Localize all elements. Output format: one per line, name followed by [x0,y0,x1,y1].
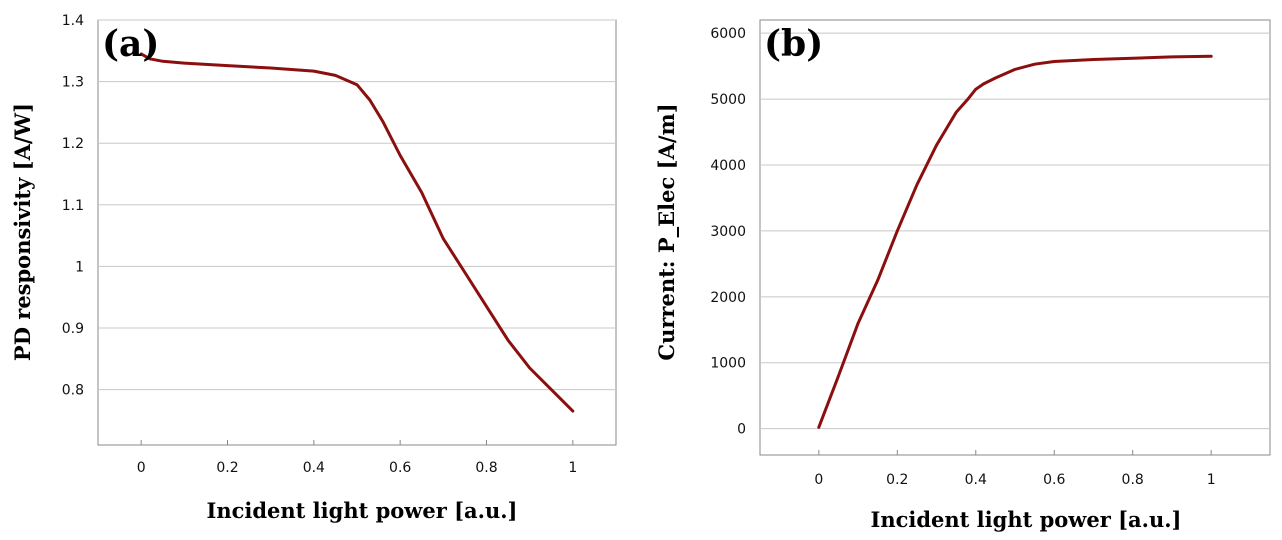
y-tick-label-a-4: 1.2 [62,136,84,152]
x-tick-label-a-0: 0 [137,460,146,476]
y-ticks-a: 0.8 0.9 1 1.1 1.2 1.3 1.4 [62,13,84,399]
x-axis-title-a: Incident light power [a.u.] [207,498,518,523]
x-axis-title-b: Incident light power [a.u.] [871,507,1182,532]
series-line-b [817,54,1213,429]
y-tick-label-a-0: 0.8 [62,383,84,399]
x-tick-label-a-4: 0.8 [475,460,497,476]
y-tick-label-a-3: 1.1 [62,198,84,214]
y-tick-label-b-4: 4000 [710,158,746,174]
chart-panel-a: 0.8 0.9 1 1.1 1.2 1.3 1.4 0 0.2 0.4 0.6 0.8 1 (a) I… [10,13,617,523]
x-tick-label-b-0: 0 [814,472,823,488]
y-tick-label-a-6: 1.4 [62,13,84,29]
y-tick-label-b-0: 0 [737,422,746,438]
x-tick-label-b-1: 0.2 [886,472,908,488]
y-tick-label-a-5: 1.3 [62,75,84,91]
y-tick-label-a-1: 0.9 [62,321,84,337]
grid-b [760,32,1270,430]
x-tick-label-a-5: 1 [568,460,577,476]
y-ticks-b: 0 1000 2000 3000 4000 5000 6000 [710,26,746,437]
plot-area-b [759,19,1271,456]
y-tick-label-a-2: 1 [75,259,84,275]
series-line-a [139,52,575,413]
y-axis-title-b: Current: P_Elec [A/m] [654,103,679,360]
x-ticks-b: 0 0.2 0.4 0.6 0.8 1 [814,450,1216,488]
y-tick-label-b-3: 3000 [710,224,746,240]
x-ticks-a: 0 0.2 0.4 0.6 0.8 1 [137,440,577,476]
y-tick-label-b-5: 5000 [710,92,746,108]
y-axis-title-a: PD responsivity [A/W] [10,103,35,361]
x-tick-label-b-5: 1 [1207,472,1216,488]
x-tick-label-b-2: 0.4 [965,472,987,488]
y-tick-label-b-1: 1000 [710,356,746,372]
x-tick-label-a-2: 0.4 [303,460,325,476]
x-tick-label-a-1: 0.2 [216,460,238,476]
chart-panel-b: 0 1000 2000 3000 4000 5000 6000 0 0.2 0.4 0.6 0.8 1… [654,19,1271,532]
panel-label-b: (b) [764,23,823,65]
panel-label-a: (a) [102,23,159,65]
x-tick-label-a-3: 0.6 [389,460,411,476]
grid-a [98,19,616,391]
y-tick-label-b-2: 2000 [710,290,746,306]
x-tick-label-b-4: 0.8 [1122,472,1144,488]
y-tick-label-b-6: 6000 [710,26,746,42]
x-tick-label-b-3: 0.6 [1043,472,1065,488]
